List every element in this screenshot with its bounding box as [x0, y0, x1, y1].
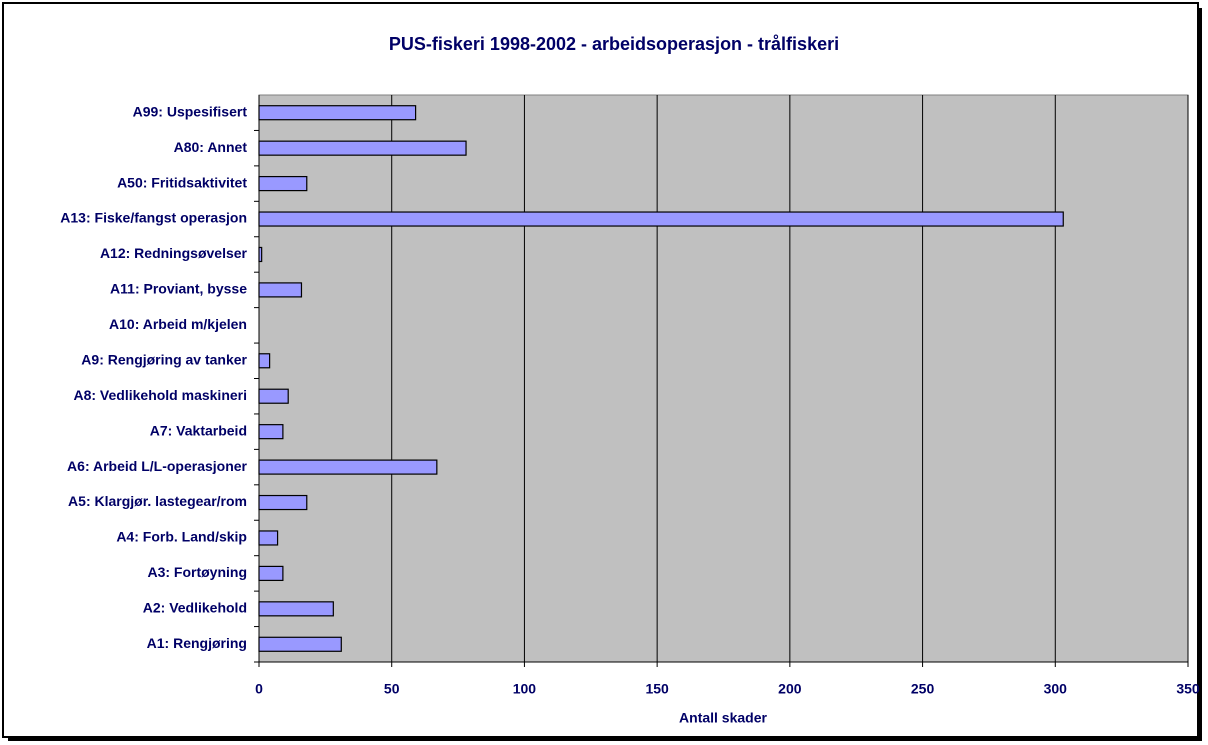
y-tick-label: A50: Fritidsaktivitet	[117, 174, 247, 190]
y-tick-label: A9: Rengjøring av tanker	[81, 351, 247, 367]
x-tick-label: 350	[1176, 681, 1200, 697]
x-tick-label: 150	[645, 681, 669, 697]
chart-title: PUS-fiskeri 1998-2002 - arbeidsoperasjon…	[389, 34, 839, 54]
y-tick-label: A3: Fortøyning	[147, 564, 247, 580]
bar	[258, 246, 263, 263]
y-tick-label: A8: Vedlikehold maskineri	[73, 387, 247, 403]
plot-area	[258, 94, 1189, 663]
x-tick-label: 100	[513, 681, 537, 697]
x-axis-title: Antall skader	[679, 710, 767, 726]
y-tick-label: A1: Rengjøring	[147, 635, 247, 651]
y-tick-label: A80: Annet	[174, 139, 248, 155]
y-tick-label: A11: Proviant, bysse	[110, 281, 247, 297]
y-tick-label: A2: Vedlikehold	[143, 600, 247, 616]
bar	[258, 388, 289, 404]
x-tick-label: 200	[778, 681, 802, 697]
y-tick-label: A7: Vaktarbeid	[150, 422, 247, 438]
bar	[258, 282, 303, 298]
y-tick-label: A6: Arbeid L/L-operasjoner	[67, 458, 248, 474]
bar	[258, 601, 334, 617]
y-tick-label: A99: Uspesifisert	[133, 103, 248, 119]
bar	[258, 530, 279, 546]
x-tick-label: 250	[911, 681, 935, 697]
bar	[258, 565, 284, 582]
x-tick-label: 50	[384, 681, 400, 697]
bar	[258, 424, 284, 440]
bar	[258, 140, 467, 156]
bar	[258, 105, 417, 121]
x-tick-label: 300	[1044, 681, 1068, 697]
y-tick-label: A10: Arbeid m/kjelen	[109, 316, 247, 332]
bar	[258, 494, 308, 511]
bar	[258, 211, 1064, 227]
y-tick-label: A12: Redningsøvelser	[100, 245, 248, 261]
y-tick-label: A4: Forb. Land/skip	[116, 529, 247, 545]
bar	[258, 353, 271, 369]
bar	[258, 175, 308, 192]
y-tick-label: A13: Fiske/fangst operasjon	[60, 210, 247, 226]
bar	[258, 636, 342, 652]
y-tick-label: A5: Klargjør. lastegear/rom	[68, 493, 247, 509]
bar	[258, 459, 438, 475]
x-tick-label: 0	[255, 681, 263, 697]
